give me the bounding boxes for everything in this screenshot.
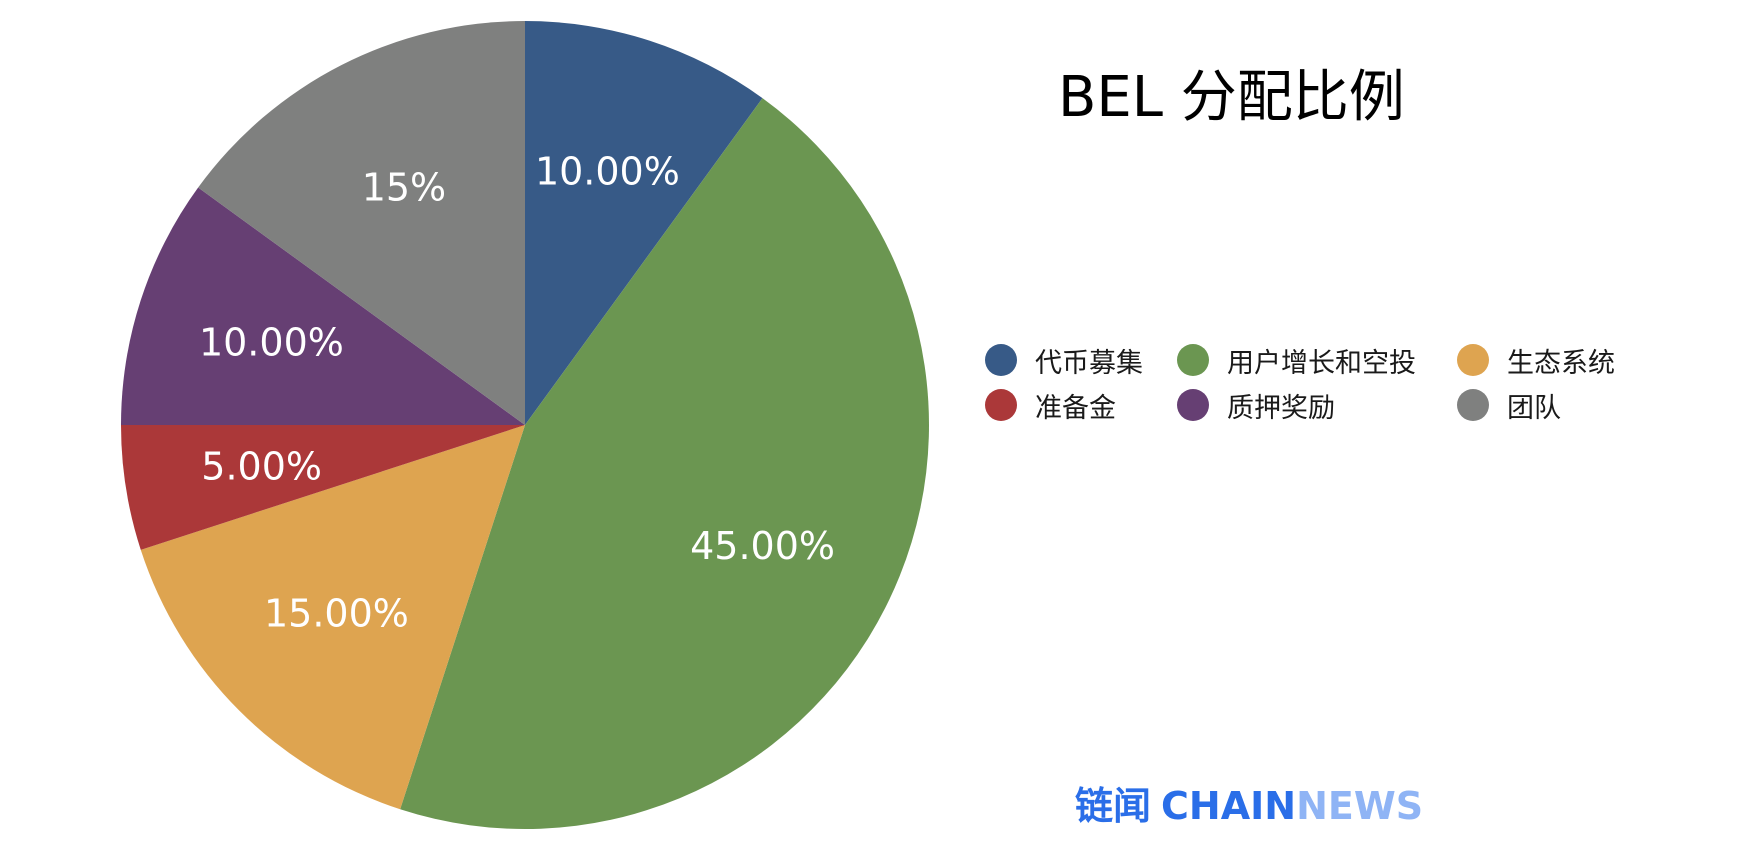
- legend-swatch-4: [1177, 389, 1209, 421]
- pie-slice-label-5: 15%: [362, 165, 446, 209]
- pie-slice-label-3: 5.00%: [201, 445, 322, 489]
- legend-item-5: 团队: [1457, 387, 1561, 424]
- legend-label-3: 准备金: [1035, 392, 1116, 424]
- legend-item-2: 生态系统: [1457, 342, 1615, 379]
- pie-chart: 10.00% 45.00% 15.00% 5.00% 10.00% 15%: [121, 21, 930, 830]
- pie-slice-label-1: 45.00%: [690, 524, 835, 568]
- legend-swatch-3: [985, 389, 1017, 421]
- legend-swatch-0: [985, 344, 1017, 376]
- legend-label-4: 质押奖励: [1227, 392, 1335, 424]
- brand-news: NEWS: [1296, 784, 1424, 828]
- pie-slice-2: [140, 425, 525, 810]
- brand-chain: CHAIN: [1161, 784, 1297, 828]
- legend-item-1: 用户增长和空投: [1177, 342, 1416, 379]
- legend-item-4: 质押奖励: [1177, 387, 1335, 424]
- legend-swatch-2: [1457, 344, 1489, 376]
- legend-label-0: 代币募集: [1035, 347, 1143, 379]
- pie-slice-4: [121, 187, 525, 425]
- pie-slice-label-2: 15.00%: [264, 592, 409, 636]
- pie-slice-1: [400, 98, 930, 830]
- legend-item-3: 准备金: [985, 387, 1116, 424]
- pie-slice-labels: 10.00% 45.00% 15.00% 5.00% 10.00% 15%: [199, 149, 835, 635]
- legend-item-0: 代币募集: [985, 342, 1143, 379]
- brand-logo: 链闻 CHAINNEWS: [1075, 775, 1423, 830]
- brand-cn: 链闻: [1075, 784, 1152, 828]
- legend-label-1: 用户增长和空投: [1227, 347, 1416, 379]
- pie-slice-0: [525, 21, 763, 425]
- pie-slices: [121, 21, 930, 830]
- pie-slice-5: [198, 21, 525, 425]
- pie-slice-label-4: 10.00%: [199, 321, 344, 365]
- legend-swatch-5: [1457, 389, 1489, 421]
- legend-label-5: 团队: [1507, 392, 1561, 424]
- pie-slice-label-0: 10.00%: [535, 149, 680, 193]
- legend-swatch-1: [1177, 344, 1209, 376]
- chart-title: BEL 分配比例: [1058, 65, 1405, 130]
- legend-label-2: 生态系统: [1507, 347, 1615, 379]
- pie-slice-3: [121, 425, 525, 550]
